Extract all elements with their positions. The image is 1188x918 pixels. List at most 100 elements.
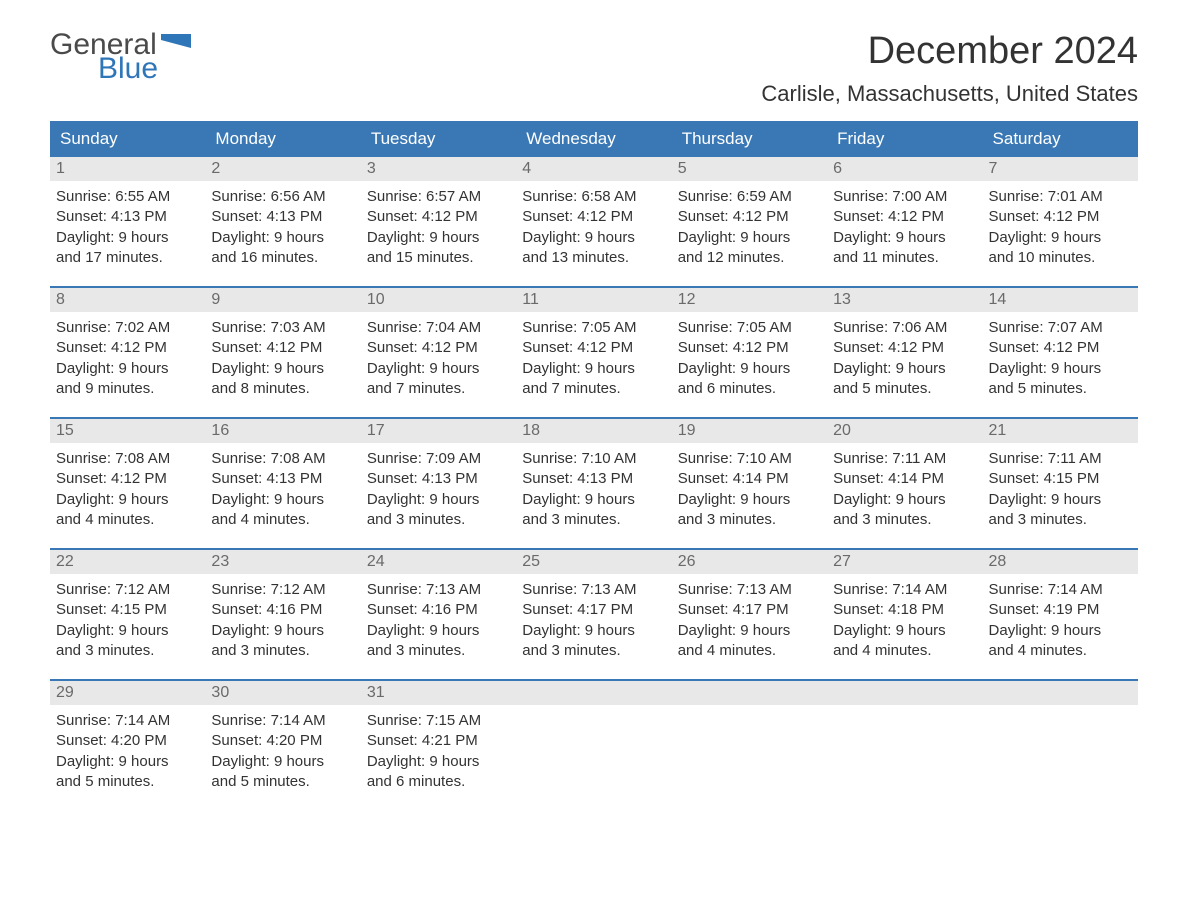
calendar-day: 12Sunrise: 7:05 AMSunset: 4:12 PMDayligh… [672, 288, 827, 417]
daylight-line2: and 7 minutes. [522, 379, 665, 399]
daylight-line2: and 3 minutes. [211, 641, 354, 661]
location-subtitle: Carlisle, Massachusetts, United States [761, 81, 1138, 107]
daylight-line2: and 3 minutes. [56, 641, 199, 661]
dayname-wed: Wednesday [516, 121, 671, 157]
sunrise-text: Sunrise: 7:00 AM [833, 187, 976, 207]
day-number: 26 [672, 550, 827, 574]
day-details: Sunrise: 6:56 AMSunset: 4:13 PMDaylight:… [205, 181, 360, 268]
calendar-day: 26Sunrise: 7:13 AMSunset: 4:17 PMDayligh… [672, 550, 827, 679]
calendar-day: 22Sunrise: 7:12 AMSunset: 4:15 PMDayligh… [50, 550, 205, 679]
day-details: Sunrise: 6:59 AMSunset: 4:12 PMDaylight:… [672, 181, 827, 268]
calendar-week: 22Sunrise: 7:12 AMSunset: 4:15 PMDayligh… [50, 548, 1138, 679]
sunrise-text: Sunrise: 7:07 AM [989, 318, 1132, 338]
sunset-text: Sunset: 4:12 PM [56, 469, 199, 489]
daylight-line1: Daylight: 9 hours [367, 752, 510, 772]
sunrise-text: Sunrise: 7:10 AM [522, 449, 665, 469]
sunset-text: Sunset: 4:14 PM [678, 469, 821, 489]
daylight-line1: Daylight: 9 hours [211, 228, 354, 248]
day-details: Sunrise: 7:08 AMSunset: 4:12 PMDaylight:… [50, 443, 205, 530]
sunrise-text: Sunrise: 7:13 AM [367, 580, 510, 600]
day-number: 14 [983, 288, 1138, 312]
calendar-day: 2Sunrise: 6:56 AMSunset: 4:13 PMDaylight… [205, 157, 360, 286]
page-title: December 2024 [761, 30, 1138, 73]
daylight-line2: and 16 minutes. [211, 248, 354, 268]
calendar-day: 28Sunrise: 7:14 AMSunset: 4:19 PMDayligh… [983, 550, 1138, 679]
daylight-line1: Daylight: 9 hours [522, 359, 665, 379]
sunset-text: Sunset: 4:12 PM [367, 207, 510, 227]
calendar: Sunday Monday Tuesday Wednesday Thursday… [50, 121, 1138, 810]
daylight-line2: and 4 minutes. [56, 510, 199, 530]
day-number: 6 [827, 157, 982, 181]
sunset-text: Sunset: 4:12 PM [211, 338, 354, 358]
calendar-day: 30Sunrise: 7:14 AMSunset: 4:20 PMDayligh… [205, 681, 360, 810]
sunrise-text: Sunrise: 7:06 AM [833, 318, 976, 338]
day-details: Sunrise: 6:57 AMSunset: 4:12 PMDaylight:… [361, 181, 516, 268]
day-number: 11 [516, 288, 671, 312]
daylight-line2: and 3 minutes. [833, 510, 976, 530]
sunset-text: Sunset: 4:12 PM [989, 207, 1132, 227]
sunrise-text: Sunrise: 7:14 AM [211, 711, 354, 731]
day-details: Sunrise: 7:15 AMSunset: 4:21 PMDaylight:… [361, 705, 516, 792]
day-number: 24 [361, 550, 516, 574]
brand-part2: Blue [98, 54, 191, 84]
sunset-text: Sunset: 4:21 PM [367, 731, 510, 751]
day-number [672, 681, 827, 705]
daylight-line1: Daylight: 9 hours [211, 621, 354, 641]
sunrise-text: Sunrise: 6:59 AM [678, 187, 821, 207]
daylight-line1: Daylight: 9 hours [211, 752, 354, 772]
sunrise-text: Sunrise: 7:13 AM [522, 580, 665, 600]
daylight-line2: and 4 minutes. [211, 510, 354, 530]
day-number: 15 [50, 419, 205, 443]
sunrise-text: Sunrise: 7:05 AM [522, 318, 665, 338]
day-number: 4 [516, 157, 671, 181]
daylight-line2: and 9 minutes. [56, 379, 199, 399]
day-details: Sunrise: 7:12 AMSunset: 4:16 PMDaylight:… [205, 574, 360, 661]
day-details: Sunrise: 7:13 AMSunset: 4:17 PMDaylight:… [672, 574, 827, 661]
day-number: 5 [672, 157, 827, 181]
sunrise-text: Sunrise: 7:15 AM [367, 711, 510, 731]
sunset-text: Sunset: 4:12 PM [833, 207, 976, 227]
sunrise-text: Sunrise: 7:03 AM [211, 318, 354, 338]
daylight-line1: Daylight: 9 hours [678, 359, 821, 379]
daylight-line1: Daylight: 9 hours [833, 228, 976, 248]
calendar-day: 7 Sunrise: 7:01 AMSunset: 4:12 PMDaylight… [983, 157, 1138, 286]
day-details: Sunrise: 7:05 AMSunset: 4:12 PMDaylight:… [516, 312, 671, 399]
sunset-text: Sunset: 4:12 PM [56, 338, 199, 358]
day-details: Sunrise: 7:11 AMSunset: 4:15 PMDaylight:… [983, 443, 1138, 530]
daylight-line2: and 6 minutes. [678, 379, 821, 399]
daylight-line2: and 10 minutes. [989, 248, 1132, 268]
calendar-week: 29Sunrise: 7:14 AMSunset: 4:20 PMDayligh… [50, 679, 1138, 810]
sunrise-text: Sunrise: 7:14 AM [833, 580, 976, 600]
sunset-text: Sunset: 4:12 PM [678, 207, 821, 227]
calendar-day: 31Sunrise: 7:15 AMSunset: 4:21 PMDayligh… [361, 681, 516, 810]
calendar-day: 14Sunrise: 7:07 AMSunset: 4:12 PMDayligh… [983, 288, 1138, 417]
day-details: Sunrise: 7:13 AMSunset: 4:16 PMDaylight:… [361, 574, 516, 661]
sunrise-text: Sunrise: 7:01 AM [989, 187, 1132, 207]
calendar-day: 24Sunrise: 7:13 AMSunset: 4:16 PMDayligh… [361, 550, 516, 679]
sunset-text: Sunset: 4:20 PM [211, 731, 354, 751]
dayname-thu: Thursday [672, 121, 827, 157]
daylight-line1: Daylight: 9 hours [56, 490, 199, 510]
day-number: 17 [361, 419, 516, 443]
daylight-line1: Daylight: 9 hours [989, 359, 1132, 379]
calendar-day: 11Sunrise: 7:05 AMSunset: 4:12 PMDayligh… [516, 288, 671, 417]
daylight-line2: and 3 minutes. [678, 510, 821, 530]
sunset-text: Sunset: 4:19 PM [989, 600, 1132, 620]
day-details: Sunrise: 7:12 AMSunset: 4:15 PMDaylight:… [50, 574, 205, 661]
calendar-week: 8Sunrise: 7:02 AMSunset: 4:12 PMDaylight… [50, 286, 1138, 417]
day-number: 1 [50, 157, 205, 181]
calendar-day: 17Sunrise: 7:09 AMSunset: 4:13 PMDayligh… [361, 419, 516, 548]
daylight-line1: Daylight: 9 hours [989, 228, 1132, 248]
calendar-day: 20Sunrise: 7:11 AMSunset: 4:14 PMDayligh… [827, 419, 982, 548]
day-number: 23 [205, 550, 360, 574]
sunrise-text: Sunrise: 7:02 AM [56, 318, 199, 338]
sunset-text: Sunset: 4:17 PM [678, 600, 821, 620]
sunrise-text: Sunrise: 7:14 AM [56, 711, 199, 731]
sunrise-text: Sunrise: 7:04 AM [367, 318, 510, 338]
sunset-text: Sunset: 4:13 PM [522, 469, 665, 489]
dayname-fri: Friday [827, 121, 982, 157]
calendar-day: 3Sunrise: 6:57 AMSunset: 4:12 PMDaylight… [361, 157, 516, 286]
day-number: 7 [983, 157, 1138, 181]
daylight-line1: Daylight: 9 hours [522, 228, 665, 248]
sunrise-text: Sunrise: 6:58 AM [522, 187, 665, 207]
